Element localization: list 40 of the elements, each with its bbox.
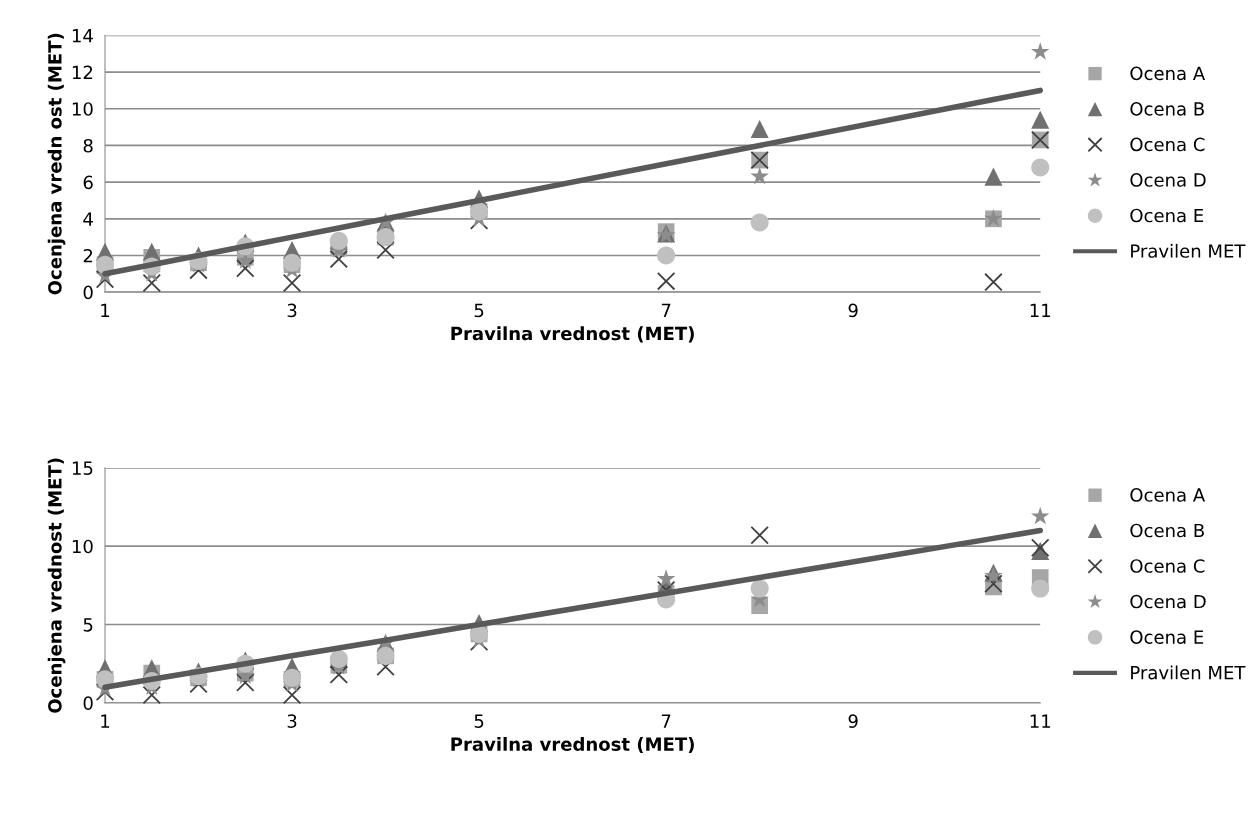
x-axis-title: Pravilna vrednost (MET) — [451, 326, 694, 343]
legend-label: Ocena C — [1130, 137, 1205, 152]
x-tick-label: 1 — [101, 303, 110, 317]
legend-label: Ocena C — [1130, 559, 1205, 573]
y-tick-label: 2 — [83, 248, 93, 263]
y-tick-label: 12 — [72, 65, 93, 79]
y-tick-label: 5 — [83, 618, 93, 632]
y-axis-title: Ocenjena vredn ost (MET) — [47, 33, 66, 295]
x-tick-label: 9 — [848, 303, 858, 318]
legend-label: Ocena D — [1130, 173, 1206, 187]
legend-label: Pravilen MET — [1131, 665, 1246, 680]
legend-label: Ocena E — [1130, 208, 1204, 223]
legend-label: Pravilen MET — [1131, 243, 1246, 258]
y-tick-label: 0 — [83, 696, 93, 710]
x-tick-label: 7 — [661, 303, 671, 317]
y-tick-label: 10 — [72, 539, 93, 554]
legend-label: Ocena A — [1130, 488, 1206, 502]
x-tick-label: 7 — [661, 714, 671, 728]
legend-label: Ocena D — [1130, 594, 1206, 609]
x-tick-label: 1 — [101, 714, 110, 728]
legend-label: Ocena B — [1130, 523, 1204, 538]
y-tick-label: 8 — [83, 138, 93, 153]
x-tick-label: 11 — [1030, 714, 1051, 728]
x-tick-label: 3 — [287, 303, 297, 318]
y-axis-title: Ocenjena vrednost (MET) — [47, 458, 66, 713]
legend-label: Ocena E — [1130, 630, 1204, 644]
y-tick-label: 4 — [83, 212, 93, 226]
x-tick-label: 5 — [474, 303, 484, 318]
x-tick-label: 9 — [848, 714, 858, 728]
y-tick-label: 15 — [72, 461, 93, 475]
y-tick-label: 0 — [83, 285, 93, 300]
legend-label: Ocena B — [1130, 102, 1204, 116]
legend-label: Ocena A — [1130, 66, 1206, 81]
x-tick-label: 5 — [474, 714, 484, 728]
x-tick-label: 11 — [1030, 303, 1051, 317]
y-tick-label: 6 — [83, 175, 93, 190]
x-tick-label: 3 — [287, 714, 297, 728]
y-tick-label: 10 — [72, 102, 93, 116]
x-axis-title: Pravilna vrednost (MET) — [451, 736, 694, 754]
y-tick-label: 14 — [72, 29, 93, 43]
